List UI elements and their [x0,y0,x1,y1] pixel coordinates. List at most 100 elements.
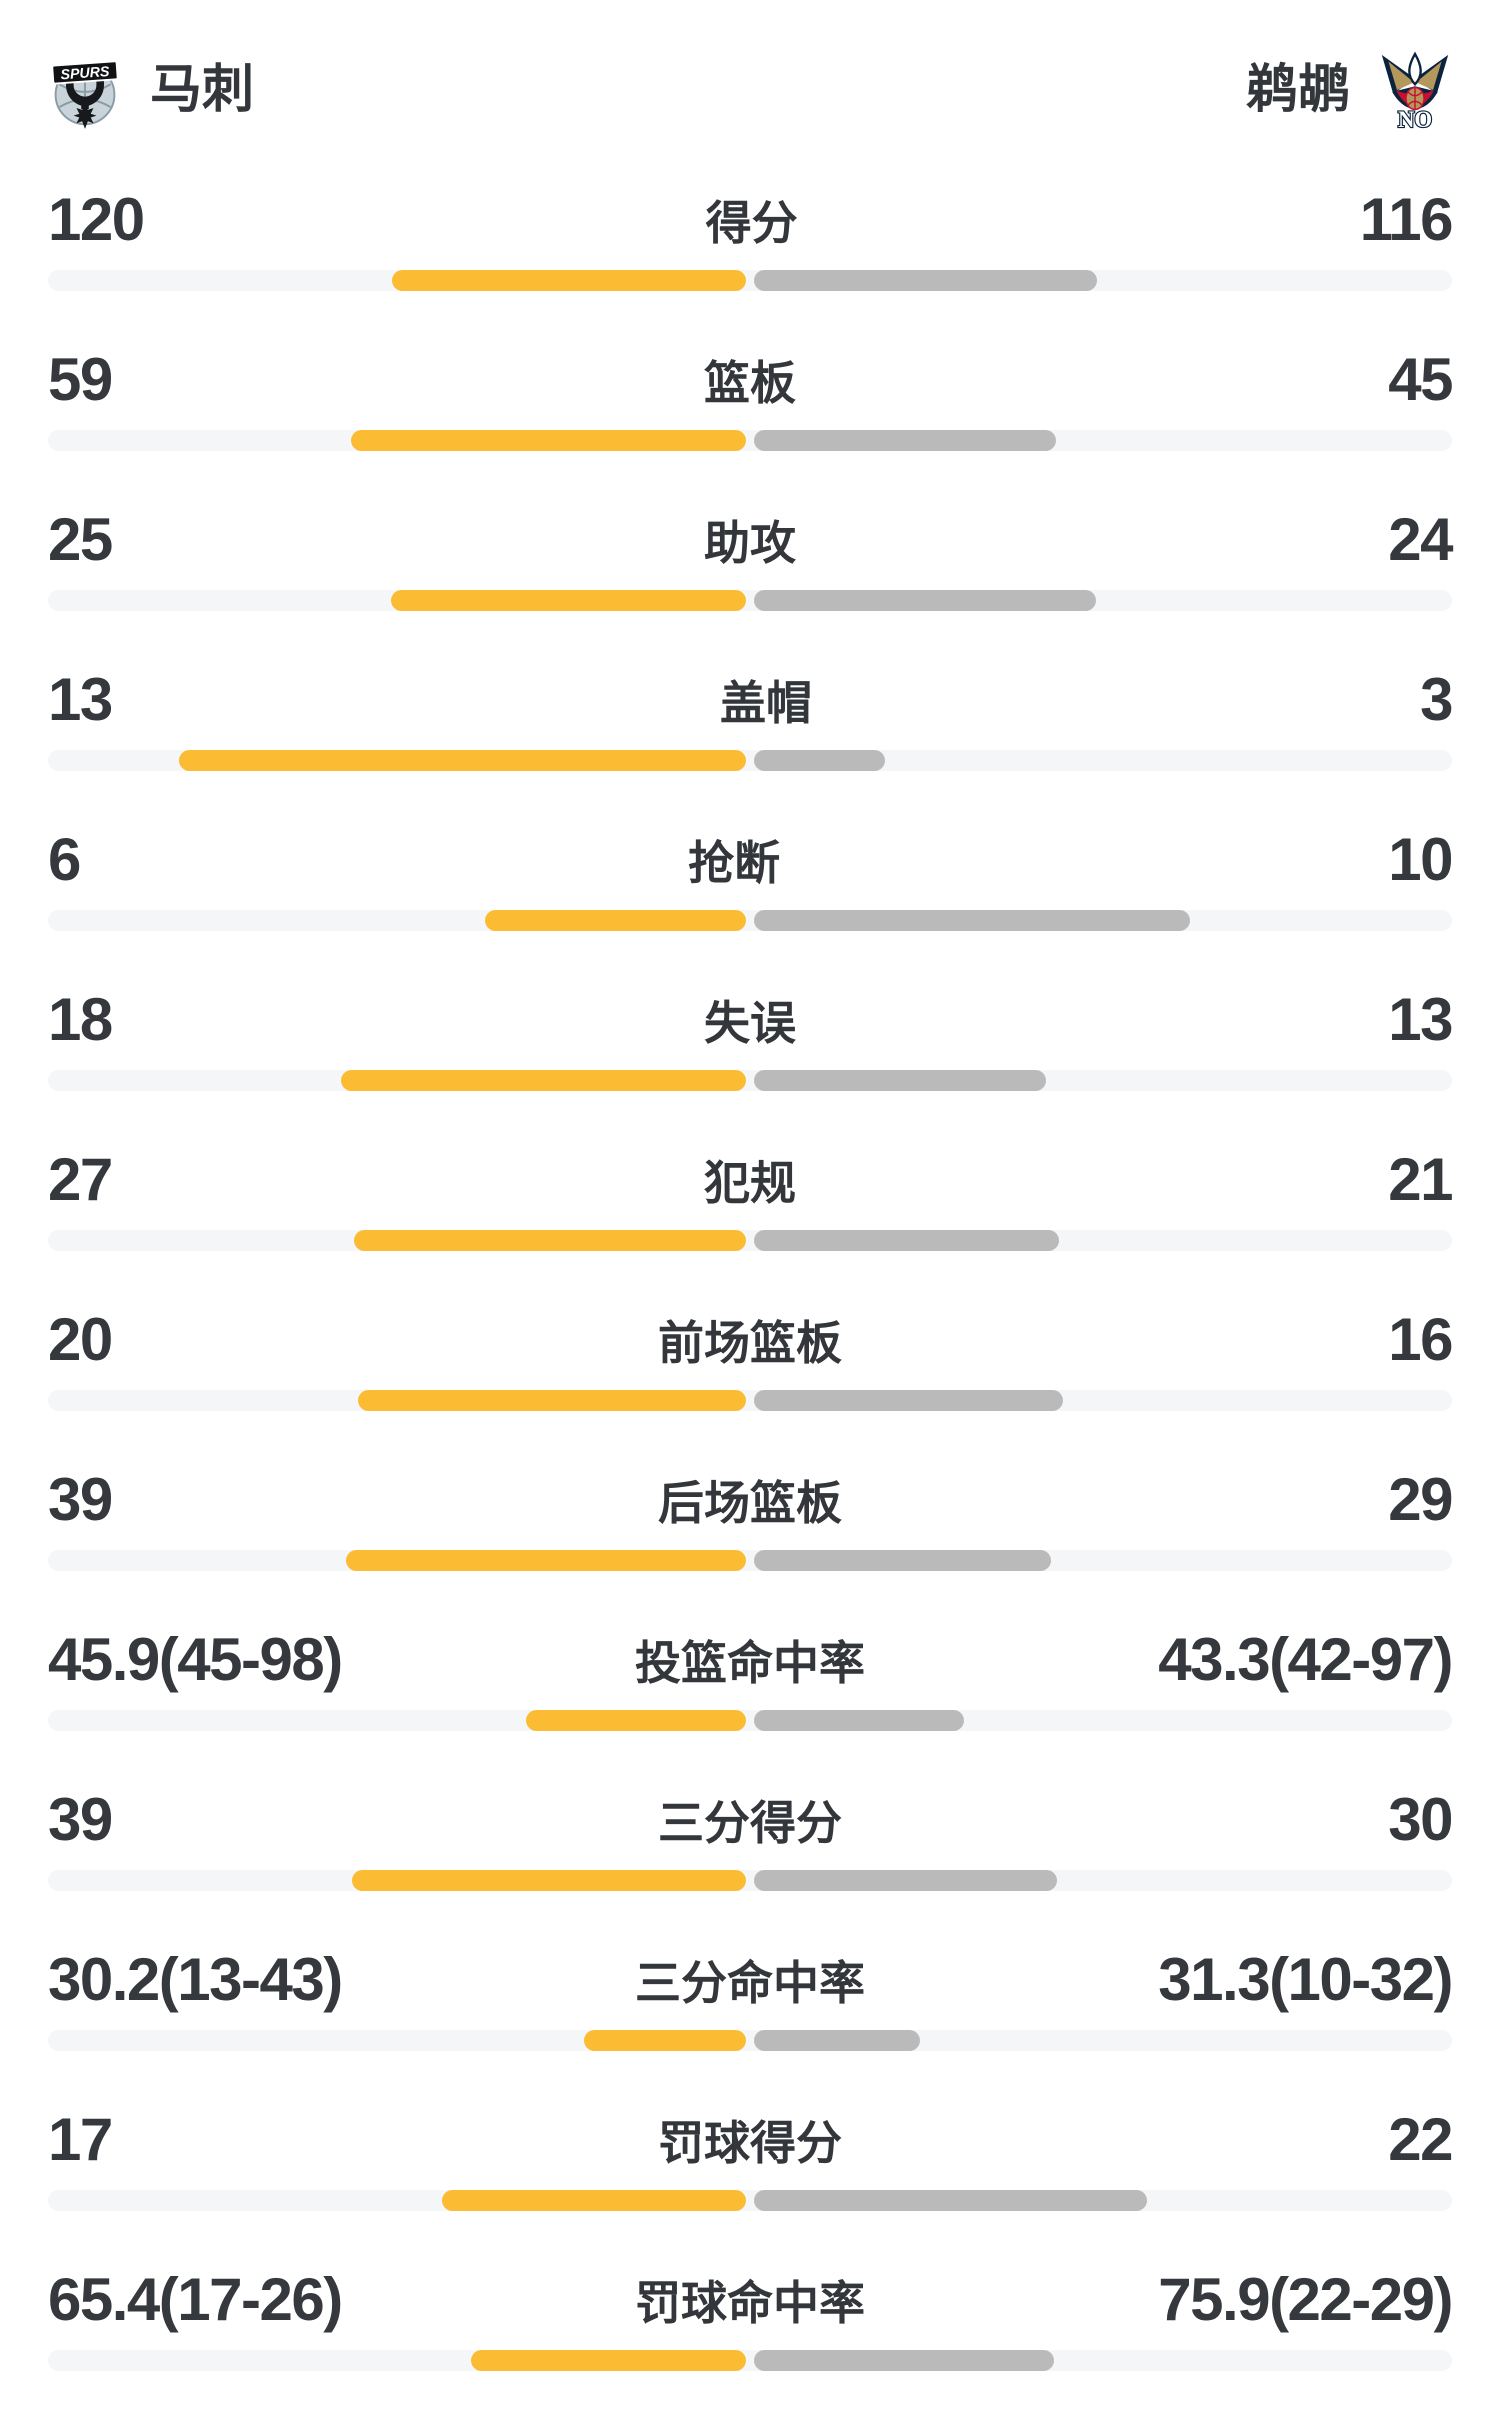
teams-header: SPURS 马刺 鹈鹕 NO [48,0,1452,138]
stat-values-line: 45.9(45-98) 投篮命中率 43.3(42-97) [48,1624,1453,1693]
away-bar-fill [754,1390,1063,1411]
away-value: 21 [1388,1146,1453,1213]
home-value: 45.9(45-98) [48,1626,343,1693]
stat-label: 三分命中率 [635,1956,865,2009]
away-value: 31.3(10-32) [1158,1946,1453,2013]
home-value: 13 [48,666,113,733]
stat-values-line: 13 盖帽 3 [48,664,1453,733]
stat-row: 25 助攻 24 [48,492,1453,652]
stat-bar-track [48,910,1452,931]
stats-list: 120 得分 116 59 篮板 45 25 助攻 24 [48,172,1454,2412]
stat-values-line: 6 抢断 10 [48,824,1453,893]
away-bar-fill [754,1710,964,1731]
home-bar-fill [346,1550,746,1571]
away-bar-fill [754,590,1096,611]
away-value: 3 [1420,666,1453,733]
stat-bar-track [48,1710,1452,1731]
home-value: 39 [48,1786,113,1853]
stat-values-line: 30.2(13-43) 三分命中率 31.3(10-32) [48,1944,1453,2013]
stat-bar-track [48,2030,1452,2051]
stat-values-line: 17 罚球得分 22 [48,2104,1453,2173]
away-bar-fill [754,270,1097,291]
home-value: 18 [48,986,113,1053]
away-team-name: 鹈鹕 [1245,61,1350,119]
home-value: 6 [48,826,81,893]
home-bar-fill [179,750,746,771]
home-bar-fill [341,1070,746,1091]
away-value: 13 [1388,986,1453,1053]
away-bar-fill [754,1070,1046,1091]
stat-label: 助攻 [704,516,796,569]
away-value: 29 [1388,1466,1453,1533]
stat-row: 59 篮板 45 [48,332,1453,492]
stat-row: 20 前场篮板 16 [48,1292,1453,1452]
home-value: 120 [48,186,145,253]
stat-values-line: 120 得分 116 [48,184,1454,253]
stat-label: 得分 [705,196,798,249]
stat-bar-track [48,430,1452,451]
stat-row: 39 三分得分 30 [48,1772,1453,1932]
away-bar-fill [754,910,1190,931]
stat-bar-track [48,1870,1452,1891]
home-value: 65.4(17-26) [48,2266,343,2333]
away-value: 24 [1388,506,1453,573]
home-value: 17 [48,2106,113,2173]
stat-bar-track [48,2190,1452,2211]
away-value: 75.9(22-29) [1158,2266,1453,2333]
stat-bar-track [48,1070,1452,1091]
home-team-header: SPURS 马刺 [48,48,254,132]
stat-values-line: 39 三分得分 30 [48,1784,1453,1853]
stat-label: 三分得分 [658,1796,842,1849]
home-bar-fill [471,2350,746,2371]
home-bar-fill [485,910,746,931]
stat-values-line: 39 后场篮板 29 [48,1464,1453,1533]
stat-values-line: 18 失误 13 [48,984,1453,1053]
stat-bar-track [48,590,1452,611]
stat-bar-track [48,270,1452,291]
stat-row: 13 盖帽 3 [48,652,1453,812]
away-value: 116 [1359,186,1454,253]
home-bar-fill [352,1870,746,1891]
home-bar-fill [358,1390,746,1411]
stat-values-line: 20 前场篮板 16 [48,1304,1453,1373]
away-value: 30 [1388,1786,1453,1853]
away-value: 45 [1388,346,1453,413]
stat-row: 18 失误 13 [48,972,1453,1132]
home-bar-fill [392,270,746,291]
away-value: 43.3(42-97) [1158,1626,1453,1693]
stat-row: 30.2(13-43) 三分命中率 31.3(10-32) [48,1932,1453,2092]
home-value: 25 [48,506,113,573]
stat-label: 罚球命中率 [635,2276,865,2329]
stat-label: 前场篮板 [658,1316,842,1369]
home-bar-fill [351,430,746,451]
stat-bar-track [48,1390,1452,1411]
stat-row: 6 抢断 10 [48,812,1453,972]
away-bar-fill [754,430,1056,451]
spurs-logo-icon: SPURS [51,60,119,129]
stat-values-line: 59 篮板 45 [48,344,1453,413]
stat-label: 犯规 [704,1156,796,1209]
home-bar-fill [526,1710,746,1731]
stat-values-line: 65.4(17-26) 罚球命中率 75.9(22-29) [48,2264,1453,2333]
stat-label: 抢断 [688,836,781,889]
away-bar-fill [754,2350,1054,2371]
away-value: 22 [1388,2106,1453,2173]
home-value: 27 [48,1146,113,1213]
away-bar-fill [754,750,885,771]
stat-row: 45.9(45-98) 投篮命中率 43.3(42-97) [48,1612,1453,1772]
away-bar-fill [754,1550,1051,1571]
away-team-header: 鹈鹕 NO [1246,48,1452,132]
stat-bar-track [48,750,1452,771]
away-bar-fill [754,1870,1057,1891]
home-bar-fill [584,2030,746,2051]
stat-label: 篮板 [704,356,796,409]
away-value: 10 [1388,826,1453,893]
stat-bar-track [48,2350,1452,2371]
stat-label: 盖帽 [719,676,812,729]
away-value: 16 [1388,1306,1453,1373]
stat-label: 投篮命中率 [635,1636,865,1689]
stat-row: 120 得分 116 [48,172,1454,332]
stat-label: 罚球得分 [658,2116,842,2169]
away-bar-fill [754,1230,1059,1251]
